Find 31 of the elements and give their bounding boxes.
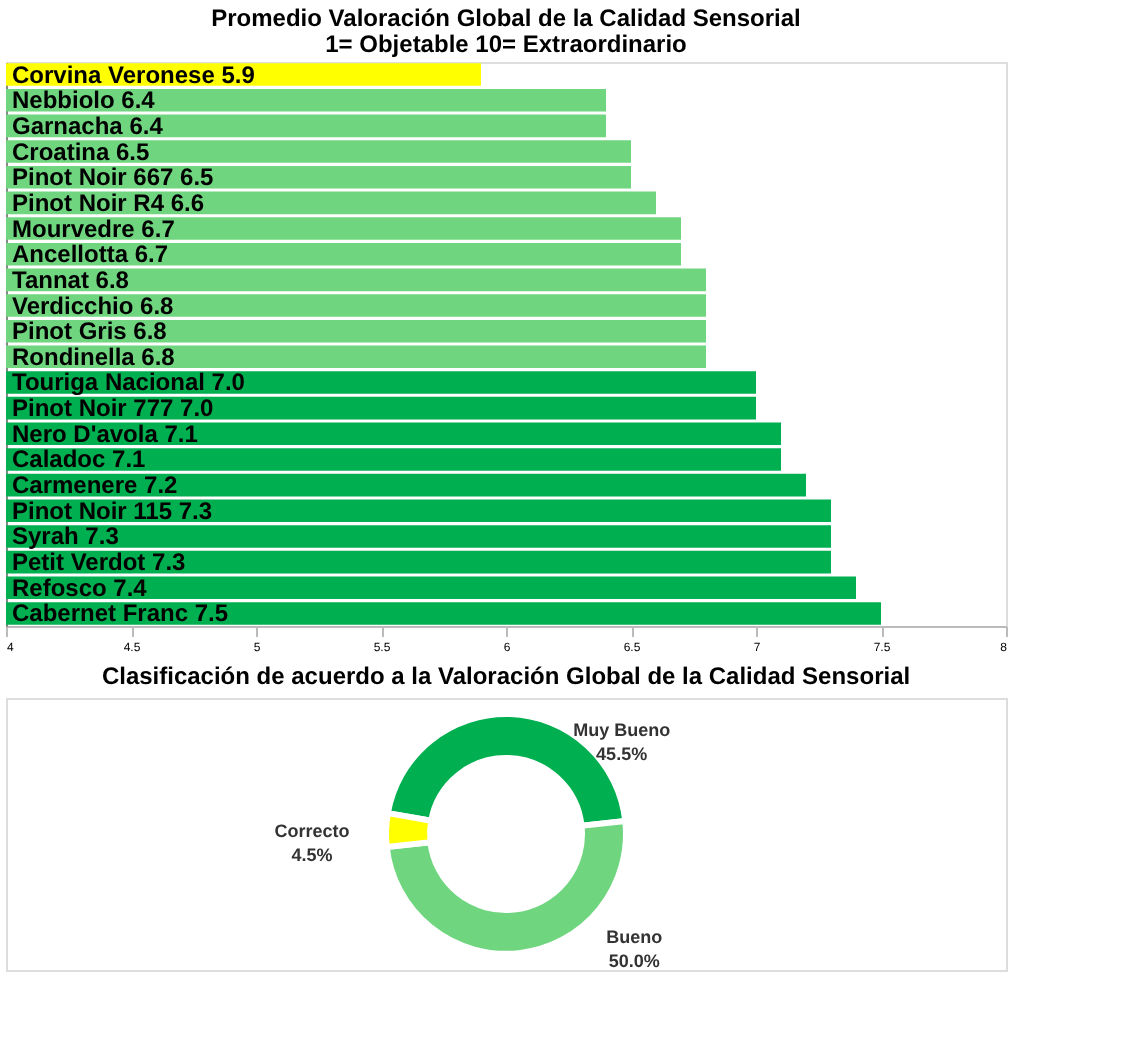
category-label: Ancellotta 6.7: [12, 240, 169, 269]
category-label: Rondinella 6.8: [12, 342, 175, 371]
data-label: 45.5%: [596, 744, 648, 765]
slice-label: Correcto: [274, 820, 351, 841]
category-label: Pinot Gris 6.8: [12, 317, 167, 346]
slice-label: Bueno: [606, 927, 664, 948]
category-label: Touriga Nacional 7.0: [12, 368, 245, 397]
category-label: Mourvedre 6.7: [12, 214, 175, 243]
category-label: Pinot Noir 777 7.0: [12, 394, 214, 423]
category-label: Croatina 6.5: [12, 137, 150, 166]
category-label: Pinot Noir 667 6.5: [12, 163, 214, 192]
category-label: Cabernet Franc 7.5: [12, 599, 229, 628]
category-label: Nero D'avola 7.1: [12, 419, 198, 448]
category-label: Corvina Veronese 5.9: [12, 60, 255, 89]
chart-title: Promedio Valoración Global de la Calidad Sensorial: [211, 4, 801, 32]
category-label: Syrah 7.3: [12, 522, 119, 551]
category-label: Refosco 7.4: [12, 573, 147, 602]
category-label: Caladoc 7.1: [12, 445, 146, 474]
data-label: 4.5%: [291, 844, 333, 865]
chart-title: Clasificación de acuerdo a la Valoración Global de la Calidad Sensorial: [101, 662, 911, 690]
category-label: Tannat 6.8: [12, 265, 129, 294]
category-label: Pinot Noir R4 6.6: [12, 188, 205, 217]
category-label: Petit Verdot 7.3: [12, 548, 186, 577]
category-label: Verdicchio 6.8: [12, 291, 174, 320]
chart-subtitle: 1= Objetable 10= Extraordinario: [325, 30, 687, 58]
category-label: Pinot Noir 115 7.3: [12, 496, 213, 525]
category-label: Garnacha 6.4: [12, 111, 163, 140]
category-label: Carmenere 7.2: [12, 471, 178, 500]
category-label: Nebbiolo 6.4: [12, 86, 155, 115]
data-label: 50.0%: [608, 951, 660, 972]
slice-label: Muy Bueno: [573, 720, 672, 741]
